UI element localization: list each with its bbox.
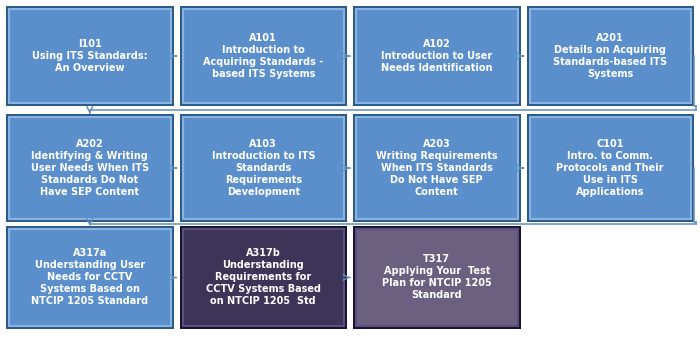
FancyBboxPatch shape [353,114,521,222]
FancyBboxPatch shape [529,9,691,103]
FancyBboxPatch shape [526,6,694,106]
Text: A317b
Understanding
Requirements for
CCTV Systems Based
on NTCIP 1205  Std: A317b Understanding Requirements for CCT… [206,248,321,307]
Text: A202
Identifying & Writing
User Needs When ITS
Standards Do Not
Have SEP Content: A202 Identifying & Writing User Needs Wh… [31,139,149,197]
FancyBboxPatch shape [179,6,347,106]
FancyBboxPatch shape [183,117,344,219]
FancyBboxPatch shape [183,9,344,103]
FancyBboxPatch shape [356,117,517,219]
FancyBboxPatch shape [356,229,517,326]
FancyBboxPatch shape [9,117,171,219]
FancyBboxPatch shape [356,9,517,103]
Text: A201
Details on Acquiring
Standards-based ITS
Systems: A201 Details on Acquiring Standards-base… [553,33,667,79]
Text: A317a
Understanding User
Needs for CCTV
Systems Based on
NTCIP 1205 Standard: A317a Understanding User Needs for CCTV … [32,248,148,307]
FancyBboxPatch shape [179,114,347,222]
FancyBboxPatch shape [353,226,521,329]
Text: A203
Writing Requirements
When ITS Standards
Do Not Have SEP
Content: A203 Writing Requirements When ITS Stand… [376,139,498,197]
FancyBboxPatch shape [6,6,174,106]
FancyBboxPatch shape [6,114,174,222]
FancyBboxPatch shape [9,9,171,103]
Text: A102
Introduction to User
Needs Identification: A102 Introduction to User Needs Identifi… [381,39,493,73]
FancyBboxPatch shape [9,229,171,326]
FancyBboxPatch shape [183,229,344,326]
FancyBboxPatch shape [353,6,521,106]
Text: A101
Introduction to
Acquiring Standards -
based ITS Systems: A101 Introduction to Acquiring Standards… [203,33,323,79]
Text: T317
Applying Your  Test
Plan for NTCIP 1205
Standard: T317 Applying Your Test Plan for NTCIP 1… [382,255,491,300]
Text: A103
Introduction to ITS
Standards
Requirements
Development: A103 Introduction to ITS Standards Requi… [211,139,315,197]
FancyBboxPatch shape [179,226,347,329]
Text: C101
Intro. to Comm.
Protocols and Their
Use in ITS
Applications: C101 Intro. to Comm. Protocols and Their… [556,139,664,197]
FancyBboxPatch shape [529,117,691,219]
FancyBboxPatch shape [526,114,694,222]
Text: I101
Using ITS Standards:
An Overview: I101 Using ITS Standards: An Overview [32,39,148,73]
FancyBboxPatch shape [6,226,174,329]
